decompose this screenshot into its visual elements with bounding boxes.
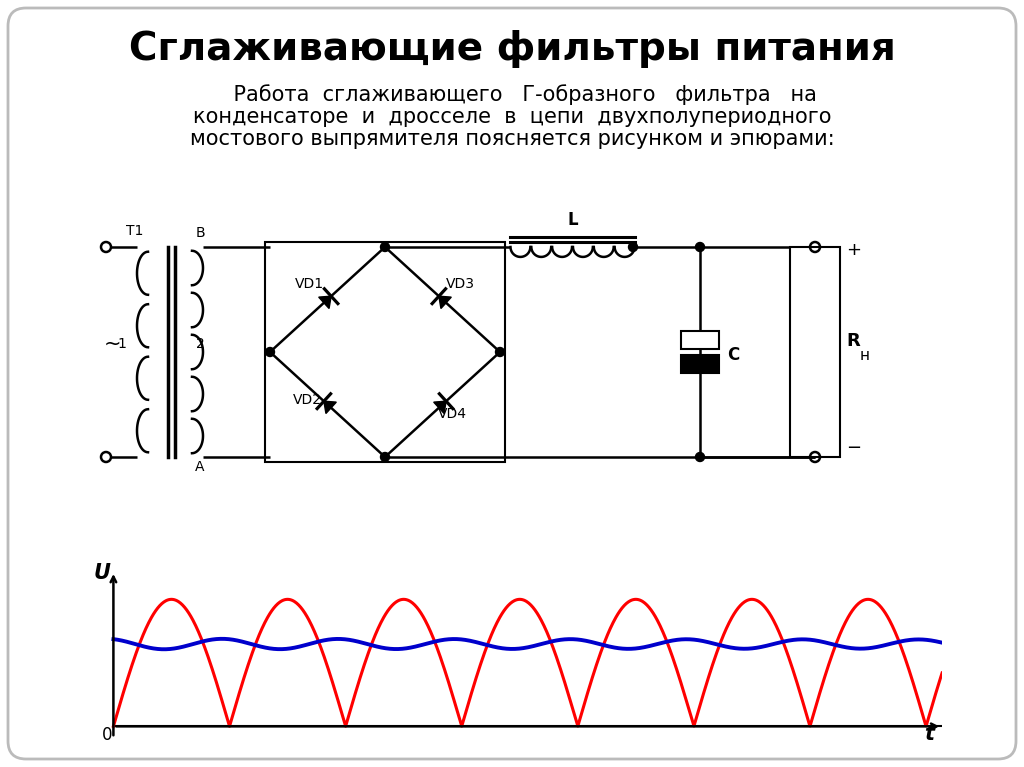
Text: ~: ~ xyxy=(104,334,122,354)
Bar xyxy=(681,331,719,349)
Text: L: L xyxy=(567,211,578,229)
Circle shape xyxy=(496,347,505,357)
Text: t: t xyxy=(925,725,934,745)
Circle shape xyxy=(629,242,638,252)
Text: U: U xyxy=(94,563,111,584)
Circle shape xyxy=(695,242,705,252)
Text: VD2: VD2 xyxy=(293,393,322,407)
Text: мостового выпрямителя поясняется рисунком и эпюрами:: мостового выпрямителя поясняется рисунко… xyxy=(189,129,835,149)
Text: конденсаторе  и  дросселе  в  цепи  двухполупериодного: конденсаторе и дросселе в цепи двухполуп… xyxy=(193,107,831,127)
Polygon shape xyxy=(439,296,452,308)
Text: 0: 0 xyxy=(102,726,113,745)
Polygon shape xyxy=(434,401,446,413)
Text: B: B xyxy=(196,226,205,240)
FancyBboxPatch shape xyxy=(8,8,1016,759)
Text: Сглаживающие фильтры питания: Сглаживающие фильтры питания xyxy=(129,30,895,68)
Text: VD4: VD4 xyxy=(438,407,467,422)
Text: 1: 1 xyxy=(118,337,126,351)
Circle shape xyxy=(381,242,389,252)
Text: +: + xyxy=(846,241,861,259)
Text: −: − xyxy=(846,439,861,457)
Circle shape xyxy=(381,453,389,462)
Text: Работа  сглаживающего   Г-образного   фильтра   на: Работа сглаживающего Г-образного фильтра… xyxy=(207,84,817,105)
Bar xyxy=(790,247,840,457)
Text: T1: T1 xyxy=(126,224,143,238)
Bar xyxy=(265,242,505,462)
Text: A: A xyxy=(196,460,205,474)
Bar xyxy=(681,355,719,373)
Text: VD3: VD3 xyxy=(446,276,475,291)
Polygon shape xyxy=(324,401,336,413)
Text: 2: 2 xyxy=(196,337,205,351)
Circle shape xyxy=(265,347,274,357)
Text: C: C xyxy=(727,346,739,364)
Text: VD1: VD1 xyxy=(295,276,324,291)
Polygon shape xyxy=(318,296,331,308)
Text: н: н xyxy=(860,348,870,363)
Text: R: R xyxy=(846,332,860,350)
Circle shape xyxy=(695,453,705,462)
